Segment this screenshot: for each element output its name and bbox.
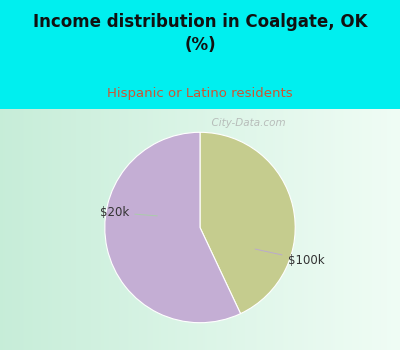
Text: $20k: $20k	[100, 206, 157, 219]
Wedge shape	[200, 132, 295, 314]
Text: Income distribution in Coalgate, OK
(%): Income distribution in Coalgate, OK (%)	[33, 13, 367, 54]
Text: $100k: $100k	[255, 249, 324, 267]
Text: Hispanic or Latino residents: Hispanic or Latino residents	[107, 88, 293, 100]
Wedge shape	[105, 132, 240, 323]
Text: City-Data.com: City-Data.com	[205, 118, 285, 128]
